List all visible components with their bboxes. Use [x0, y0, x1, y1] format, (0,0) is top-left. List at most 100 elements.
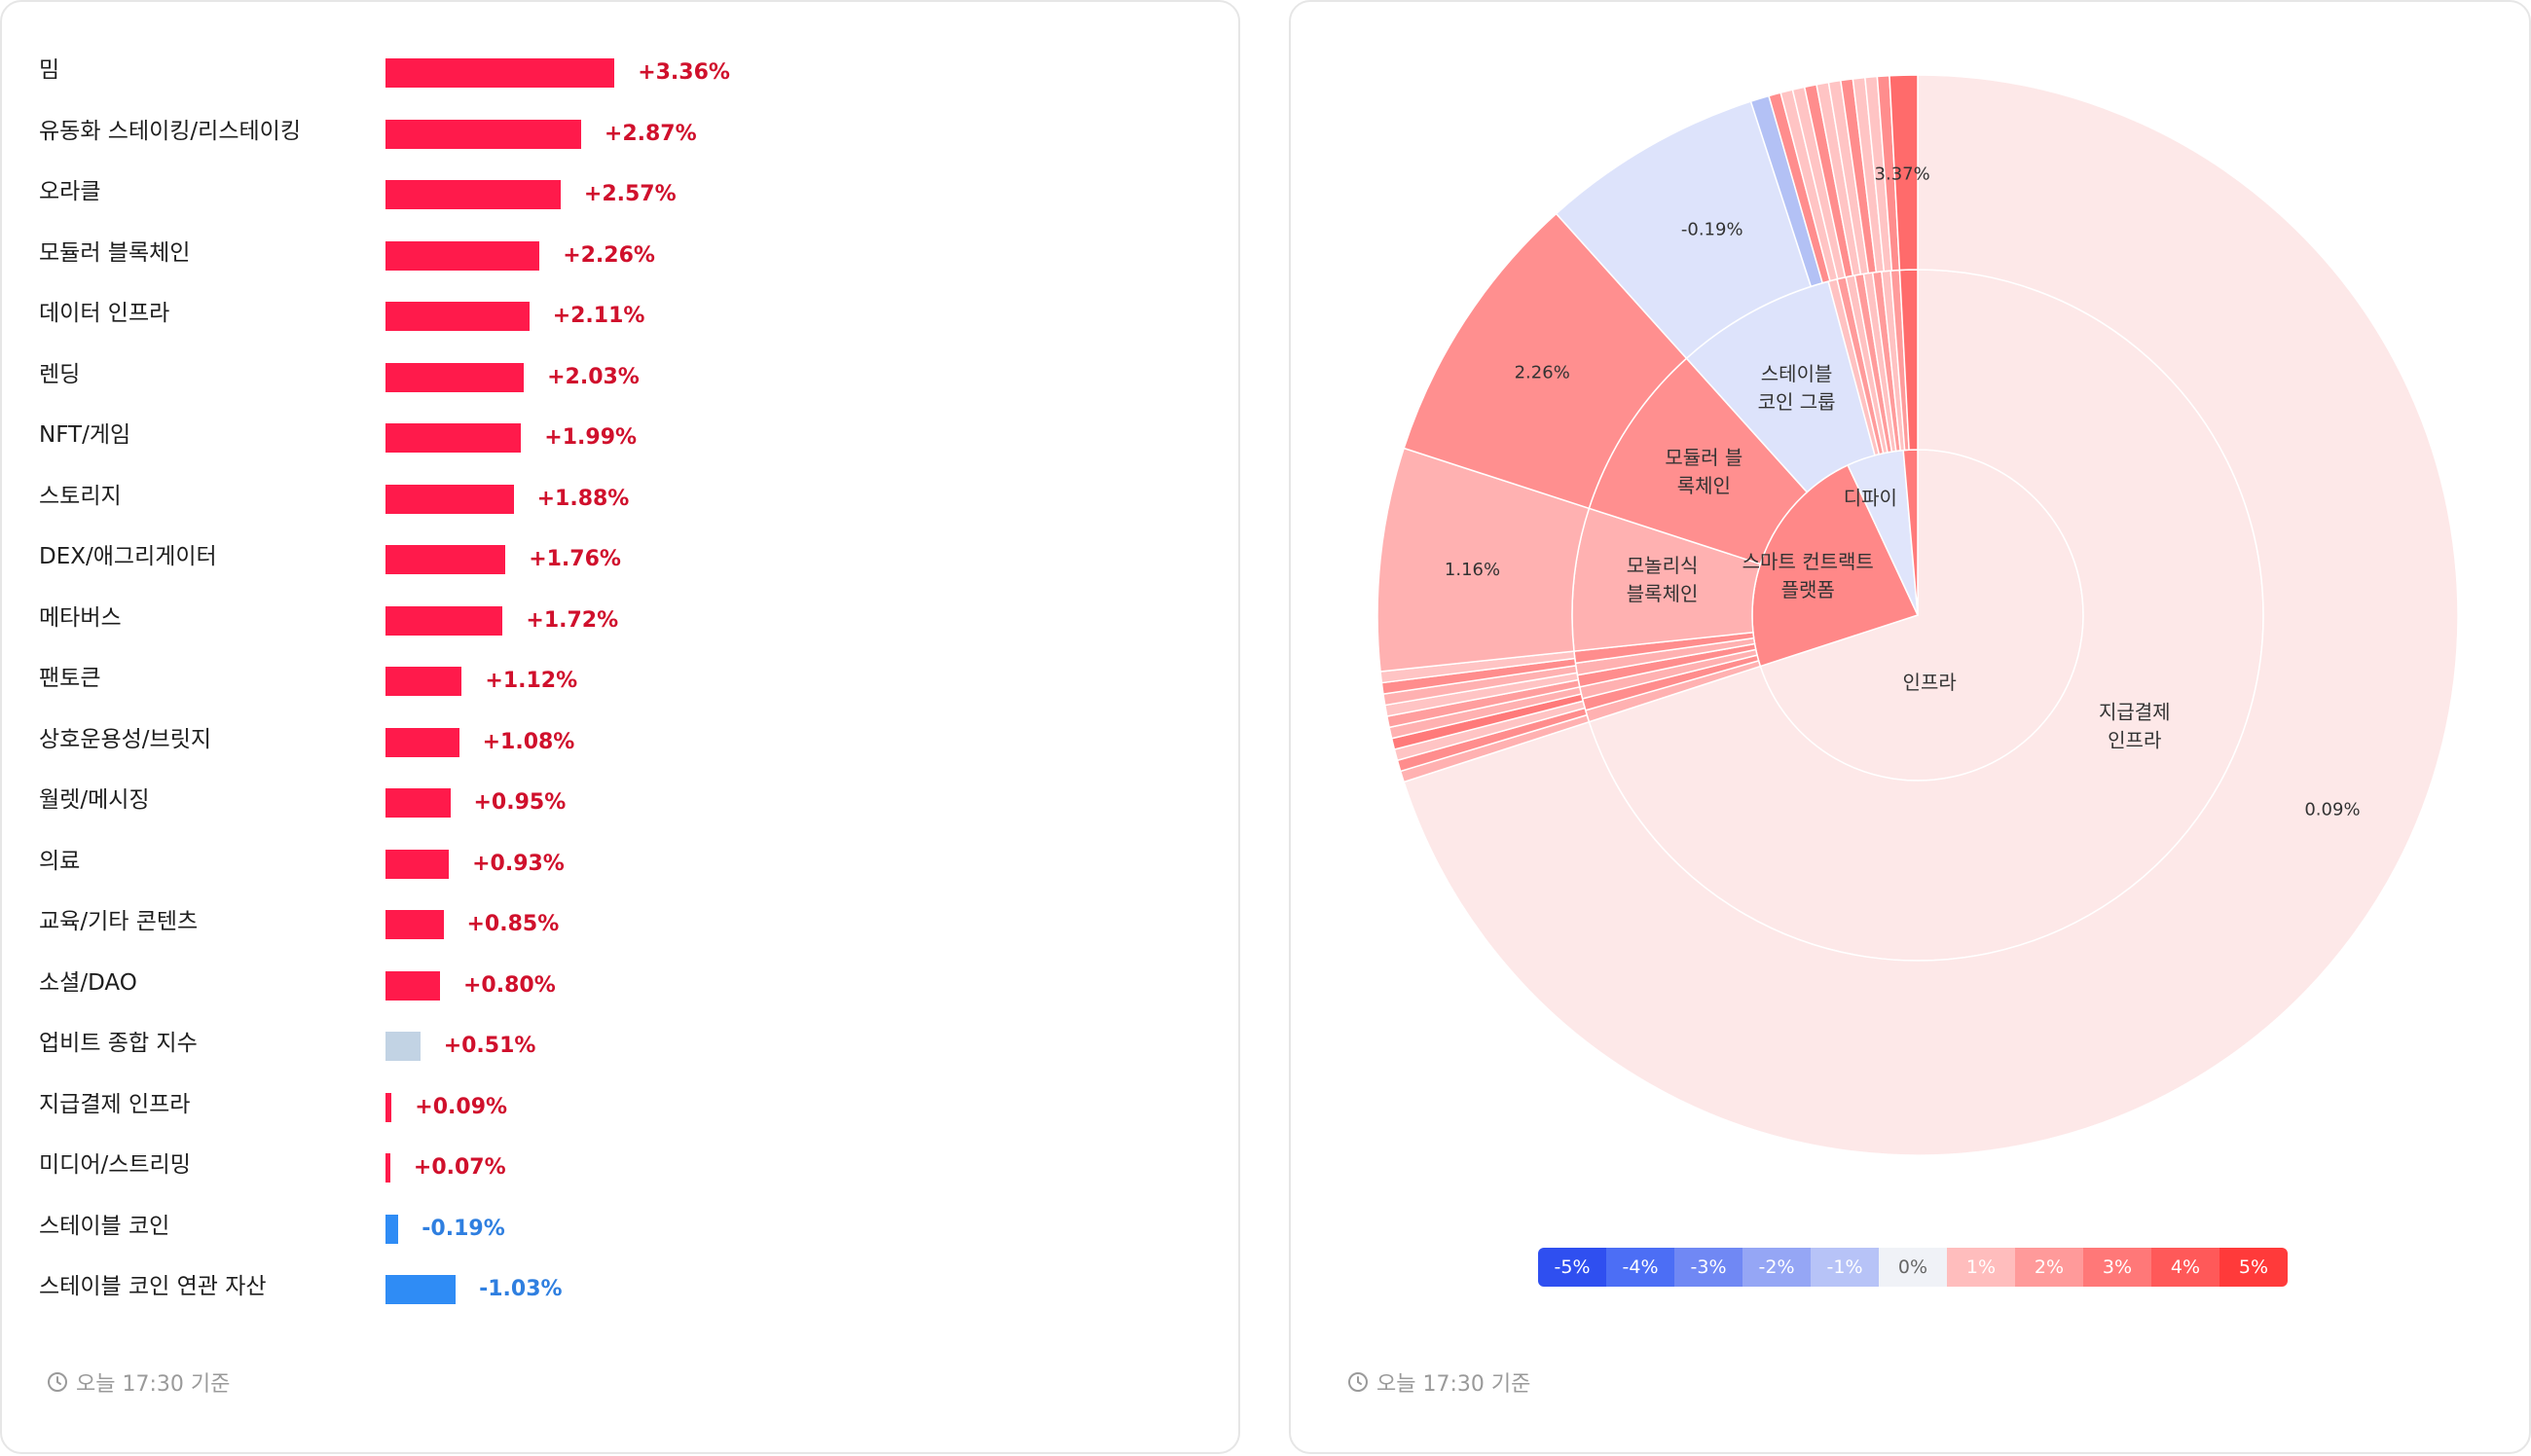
bar-value-label: +1.88%	[536, 486, 630, 511]
bar	[385, 423, 522, 453]
bar	[385, 180, 561, 209]
bar	[385, 910, 444, 939]
bar-row[interactable]: 데이터 인프라 +2.11%	[39, 294, 1110, 333]
sunburst-label: 0.09%	[2304, 800, 2360, 820]
bar-category-label: 업비트 종합 지수	[39, 1031, 198, 1056]
legend-swatch: 0%	[1879, 1248, 1947, 1287]
bar-category-label: 미디어/스트리밍	[39, 1152, 191, 1178]
bar-category-label: 렌딩	[39, 361, 81, 387]
bar-row[interactable]: 월렛/메시징 +0.95%	[39, 781, 1110, 819]
bar-row[interactable]: 유동화 스테이킹/리스테이킹 +2.87%	[39, 112, 1110, 151]
bar-value-label: +1.08%	[482, 729, 575, 754]
bar-category-label: 팬토큰	[39, 666, 101, 691]
bar-row[interactable]: 모듈러 블록체인 +2.26%	[39, 234, 1110, 273]
bar-row[interactable]: 스테이블 코인 연관 자산 -1.03%	[39, 1267, 1110, 1306]
bar-value-label: +2.26%	[563, 242, 655, 268]
bar-category-label: 스테이블 코인 연관 자산	[39, 1274, 267, 1299]
bar-value-label: -1.03%	[479, 1277, 563, 1301]
bar-category-label: 유동화 스테이킹/리스테이킹	[39, 118, 301, 144]
bar-value-label: -0.19%	[422, 1216, 505, 1241]
bar-value-label: +1.72%	[526, 607, 619, 633]
sunburst-segment-outer[interactable]	[1403, 74, 2459, 1156]
bar-row[interactable]: 상호운용성/브릿지 +1.08%	[39, 720, 1110, 759]
bar	[385, 970, 440, 1001]
sunburst-label: 인프라	[1903, 671, 1957, 694]
bar-value-label: +0.07%	[413, 1155, 506, 1180]
bar-category-label: 교육/기타 콘텐츠	[39, 909, 199, 934]
bar	[385, 1275, 457, 1304]
bar-category-label: 오라클	[39, 179, 101, 204]
bar-row[interactable]: 팬토큰 +1.12%	[39, 659, 1110, 698]
legend-swatch: 1%	[1947, 1248, 2015, 1287]
bar	[385, 302, 530, 331]
bar-row[interactable]: 미디어/스트리밍 +0.07%	[39, 1146, 1110, 1184]
bar	[385, 1032, 421, 1061]
bar-row[interactable]: 소셜/DAO +0.80%	[39, 964, 1110, 1002]
sunburst-label: 지급결제 인프라	[2099, 700, 2171, 751]
bar	[385, 667, 462, 696]
bar-category-label: 월렛/메시징	[39, 787, 150, 813]
clock-icon	[1348, 1372, 1368, 1392]
bar-category-label: 소셜/DAO	[39, 969, 137, 996]
sunburst-label: 스테이블 코인 그룹	[1758, 362, 1836, 414]
bar-value-label: +0.95%	[473, 790, 567, 815]
bar-category-label: 상호운용성/브릿지	[39, 726, 212, 752]
bar-value-label: +0.93%	[472, 851, 565, 876]
bar-value-label: +0.85%	[466, 912, 560, 936]
timestamp-text: 오늘 17:30 기준	[1376, 1372, 1531, 1397]
color-scale-legend: -5% -4% -3% -2% -1% 0% 1% 2% 3% 4% 5%	[1538, 1248, 2288, 1287]
bar	[385, 727, 459, 757]
bar-row[interactable]: 업비트 종합 지수 +0.51%	[39, 1024, 1110, 1063]
sunburst-label: 3.37%	[1875, 164, 1930, 184]
legend-swatch: 4%	[2151, 1248, 2219, 1287]
bar-row[interactable]: 렌딩 +2.03%	[39, 355, 1110, 394]
bar-value-label: +2.87%	[604, 121, 697, 146]
bar-row[interactable]: 의료 +0.93%	[39, 842, 1110, 881]
bar	[385, 1214, 399, 1244]
bar-value-label: +2.11%	[552, 304, 645, 328]
sunburst-label: 디파이	[1844, 486, 1897, 509]
legend-swatch: -1%	[1811, 1248, 1879, 1287]
bar-row[interactable]: 스테이블 코인 -0.19%	[39, 1207, 1110, 1246]
clock-icon	[48, 1372, 67, 1392]
bar-row[interactable]: DEX/애그리게이터 +1.76%	[39, 537, 1110, 576]
bar-category-label: 의료	[39, 848, 81, 874]
legend-swatch: -3%	[1674, 1248, 1742, 1287]
bar-category-label: 메타버스	[39, 604, 122, 631]
bar-category-label: 스토리지	[39, 483, 122, 509]
bar-category-label: 스테이블 코인	[39, 1213, 170, 1239]
bar	[385, 1153, 390, 1183]
bar-row[interactable]: 밈 +3.36%	[39, 51, 1110, 90]
bar-row[interactable]: 교육/기타 콘텐츠 +0.85%	[39, 902, 1110, 941]
bar-value-label: +0.51%	[443, 1034, 536, 1058]
bar-row[interactable]: 메타버스 +1.72%	[39, 599, 1110, 637]
bar-row[interactable]: NFT/게임 +1.99%	[39, 416, 1110, 455]
sunburst-label: 2.26%	[1515, 362, 1570, 382]
bar-category-label: 지급결제 인프라	[39, 1091, 191, 1117]
sunburst-label: -0.19%	[1681, 220, 1743, 240]
bar-category-label: 데이터 인프라	[39, 301, 170, 326]
bar-value-label: +3.36%	[638, 60, 730, 85]
bar-value-label: +0.80%	[463, 972, 556, 998]
sunburst-segment-outer[interactable]	[1889, 74, 1919, 272]
bar-category-label: 밈	[39, 57, 60, 83]
bar	[385, 545, 506, 574]
legend-swatch: 5%	[2219, 1248, 2288, 1287]
bar	[385, 849, 450, 879]
bar-row[interactable]: 오라클 +2.57%	[39, 172, 1110, 211]
legend-swatch: -4%	[1606, 1248, 1674, 1287]
bar-value-label: +1.76%	[529, 547, 621, 571]
bar-value-label: +2.57%	[583, 182, 677, 206]
bar-value-label: +1.99%	[544, 425, 638, 450]
bar-row[interactable]: 지급결제 인프라 +0.09%	[39, 1085, 1110, 1124]
bar	[385, 605, 503, 636]
timestamp-text: 오늘 17:30 기준	[76, 1372, 231, 1397]
bar	[385, 788, 451, 818]
bar-value-label: +1.12%	[485, 669, 578, 693]
bar-category-label: NFT/게임	[39, 422, 131, 448]
bar-row[interactable]: 스토리지 +1.88%	[39, 477, 1110, 516]
sunburst-label: 스마트 컨트랙트 플랫폼	[1742, 550, 1874, 601]
bar-value-label: +2.03%	[547, 364, 640, 389]
timestamp-left: 오늘 17:30 기준	[47, 1366, 230, 1398]
